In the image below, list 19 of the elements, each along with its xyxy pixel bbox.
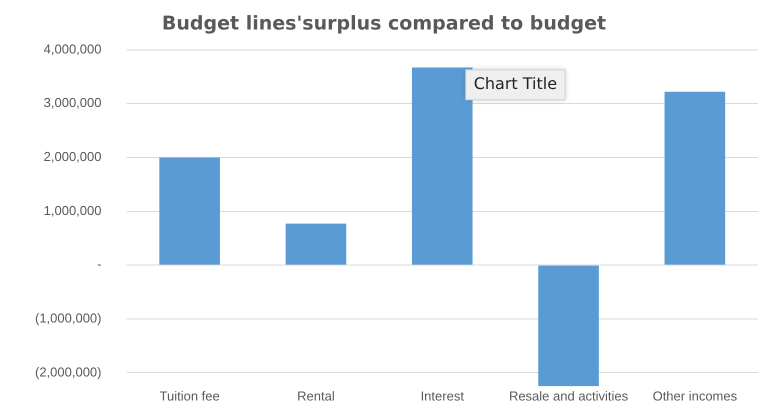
x-tick-label: Interest (420, 388, 464, 404)
y-tick-label: (1,000,000) (34, 310, 102, 326)
y-tick-label: 1,000,000 (44, 202, 102, 218)
y-tick-label: 2,000,000 (44, 149, 102, 164)
bar (286, 224, 346, 265)
annotation: Chart Title (474, 74, 558, 93)
bar (664, 92, 726, 265)
x-tick-label: Other incomes (652, 388, 738, 404)
bar (412, 68, 473, 265)
y-tick-label: (2,000,000) (34, 364, 102, 380)
bar (538, 266, 599, 386)
y-tick-label: 3,000,000 (44, 95, 102, 110)
x-tick-label: Rental (297, 388, 335, 404)
y-tick-label: 4,000,000 (44, 41, 102, 56)
chart-title: Budget lines'surplus compared to budget (162, 12, 606, 34)
x-tick-label: Tuition fee (160, 388, 220, 404)
y-tick-label: - (97, 256, 102, 272)
x-tick-label: Resale and activities (508, 388, 629, 404)
bar (159, 157, 220, 265)
